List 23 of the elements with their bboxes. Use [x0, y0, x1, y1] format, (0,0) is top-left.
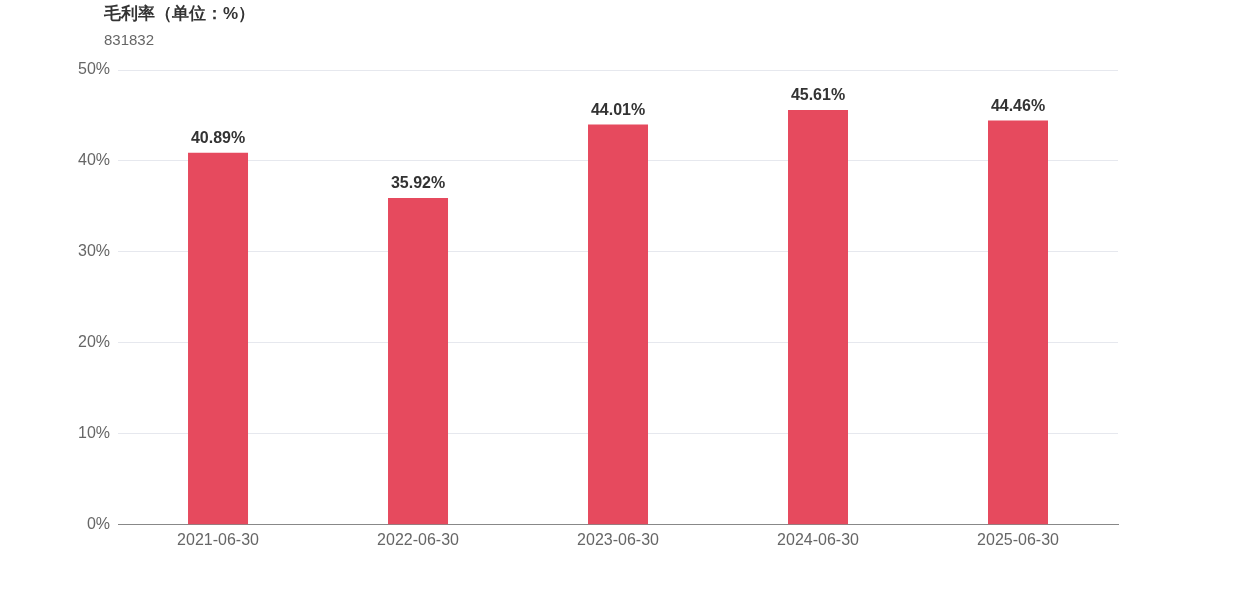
y-tick-label: 0% [86, 515, 111, 533]
x-tick-label: 2025-06-30 [977, 530, 1060, 548]
y-tick-label: 30% [77, 242, 111, 260]
y-tick-label: 20% [77, 333, 111, 351]
y-tick-label: 10% [77, 424, 111, 442]
y-tick-label: 40% [77, 151, 111, 169]
chart-subtitle: 831832 [104, 31, 155, 48]
y-tick-label: 50% [77, 60, 111, 78]
x-tick-label: 2024-06-30 [777, 530, 860, 548]
x-tick-label: 2023-06-30 [577, 530, 660, 548]
chart-title: 毛利率（单位：%） [104, 3, 256, 25]
x-tick-label: 2022-06-30 [377, 530, 460, 548]
x-tick-label: 2021-06-30 [177, 530, 260, 548]
bar [388, 198, 449, 525]
bar [588, 124, 649, 525]
data-label: 44.01% [590, 100, 646, 118]
bar [188, 152, 249, 525]
bar [988, 120, 1048, 525]
data-label: 45.61% [790, 86, 846, 104]
data-label: 40.89% [190, 129, 246, 147]
bar [788, 109, 849, 525]
data-label: 44.46% [990, 96, 1046, 114]
data-label: 35.92% [390, 174, 446, 192]
